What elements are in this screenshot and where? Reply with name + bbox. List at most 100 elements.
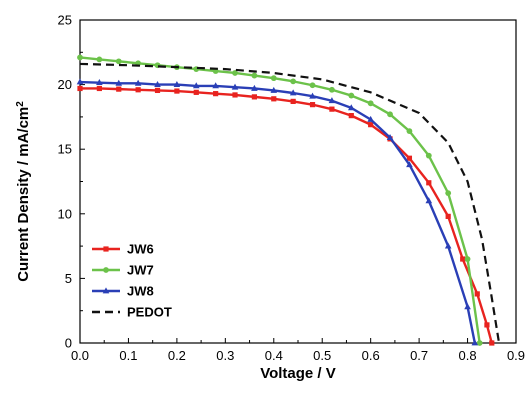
y-axis-title-superscript: 2 bbox=[15, 101, 26, 107]
data-point-jw8 bbox=[212, 82, 219, 89]
data-point-jw7 bbox=[309, 82, 316, 89]
legend-marker-jw8 bbox=[102, 287, 110, 294]
data-point-jw7 bbox=[348, 92, 355, 99]
data-point-jw7 bbox=[270, 75, 277, 82]
data-point-jw7 bbox=[251, 72, 258, 79]
legend-label-jw7: JW7 bbox=[127, 263, 154, 278]
series-line-jw7 bbox=[79, 56, 481, 344]
data-point-jw8 bbox=[192, 82, 200, 89]
y-axis-title-text: Current Density / mA/cm bbox=[15, 107, 32, 282]
x-tick-label: 0.0 bbox=[71, 348, 89, 363]
legend-item-jw6: JW6 bbox=[92, 242, 154, 257]
data-point-jw7 bbox=[96, 56, 103, 63]
data-point-jw8 bbox=[328, 97, 336, 104]
legend-label-pedot: PEDOT bbox=[127, 305, 172, 320]
legend: JW6 JW7 JW8 PEDOT bbox=[92, 242, 172, 320]
data-point-jw8 bbox=[115, 79, 123, 86]
series-line-pedot bbox=[79, 62, 501, 344]
data-point-jw7 bbox=[77, 54, 83, 61]
data-point-jw8 bbox=[96, 79, 103, 86]
data-point-jw7 bbox=[115, 58, 122, 65]
data-point-jw6 bbox=[290, 98, 296, 104]
data-point-jw8 bbox=[367, 115, 374, 122]
data-point-jw6 bbox=[135, 87, 141, 93]
legend-label-jw6: JW6 bbox=[127, 242, 154, 257]
data-point-jw6 bbox=[309, 102, 316, 108]
series-line-jw8 bbox=[79, 80, 476, 344]
x-axis-title: Voltage / V bbox=[260, 365, 336, 382]
series-layer bbox=[76, 54, 501, 346]
y-tick-label: 0 bbox=[65, 336, 72, 351]
data-point-jw6 bbox=[77, 85, 83, 92]
x-tick-label: 0.2 bbox=[168, 348, 186, 363]
data-point-jw7 bbox=[425, 152, 432, 159]
data-point-jw7 bbox=[445, 190, 452, 197]
x-tick-label: 0.4 bbox=[265, 348, 283, 363]
data-point-jw6 bbox=[426, 180, 432, 186]
y-tick-label: 10 bbox=[58, 206, 72, 221]
data-point-jw8 bbox=[309, 92, 316, 99]
data-point-jw6 bbox=[174, 88, 180, 94]
x-tick-label: 0.3 bbox=[216, 348, 234, 363]
data-point-jw8 bbox=[289, 89, 297, 96]
x-tick-label: 0.9 bbox=[507, 348, 525, 363]
data-point-jw6 bbox=[232, 92, 238, 98]
x-tick-label: 0.1 bbox=[119, 348, 137, 363]
y-tick-label: 15 bbox=[58, 142, 72, 157]
legend-item-jw7: JW7 bbox=[92, 263, 154, 278]
series-pedot bbox=[79, 62, 501, 344]
data-point-jw7 bbox=[464, 256, 471, 262]
data-point-jw6 bbox=[406, 155, 413, 161]
data-point-jw6 bbox=[348, 113, 354, 119]
data-point-jw7 bbox=[406, 128, 413, 135]
legend-marker-jw7 bbox=[103, 267, 109, 273]
data-point-jw8 bbox=[444, 242, 452, 249]
data-point-jw6 bbox=[193, 89, 199, 95]
data-point-jw7 bbox=[329, 86, 335, 93]
legend-marker-jw6 bbox=[103, 246, 109, 252]
data-point-jw6 bbox=[271, 96, 277, 102]
data-point-jw7 bbox=[367, 100, 374, 107]
y-tick-label: 5 bbox=[65, 271, 72, 286]
data-point-jw6 bbox=[116, 86, 122, 92]
data-point-jw8 bbox=[173, 81, 181, 87]
x-tick-label: 0.7 bbox=[410, 348, 428, 363]
data-point-jw8 bbox=[471, 339, 479, 346]
data-point-jw8 bbox=[231, 83, 239, 90]
data-point-jw6 bbox=[484, 322, 490, 328]
data-point-jw8 bbox=[386, 133, 394, 140]
data-point-jw8 bbox=[406, 161, 413, 168]
data-point-jw7 bbox=[290, 78, 297, 85]
y-tick-label: 25 bbox=[58, 13, 72, 28]
data-point-jw8 bbox=[270, 86, 278, 93]
series-jw8 bbox=[76, 78, 479, 346]
data-point-jw6 bbox=[445, 213, 451, 219]
data-point-jw6 bbox=[489, 340, 495, 346]
data-point-jw8 bbox=[154, 81, 161, 87]
data-point-jw8 bbox=[251, 84, 258, 91]
series-jw7 bbox=[77, 54, 483, 346]
legend-item-pedot: PEDOT bbox=[92, 305, 172, 320]
data-point-jw6 bbox=[329, 106, 335, 112]
x-tick-label: 0.5 bbox=[313, 348, 331, 363]
data-point-jw6 bbox=[368, 122, 374, 128]
data-point-jw8 bbox=[464, 303, 471, 310]
y-tick-label: 20 bbox=[58, 77, 72, 92]
data-point-jw6 bbox=[154, 87, 161, 94]
legend-label-jw8: JW8 bbox=[127, 284, 154, 299]
data-point-jw7 bbox=[232, 70, 238, 76]
data-point-jw6 bbox=[474, 291, 480, 297]
data-point-jw6 bbox=[213, 91, 219, 97]
data-point-jw8 bbox=[76, 78, 84, 85]
x-tick-label: 0.6 bbox=[362, 348, 380, 363]
y-axis-title: Current Density / mA/cm2 bbox=[15, 101, 33, 282]
data-point-jw8 bbox=[134, 79, 142, 86]
data-point-jw6 bbox=[96, 85, 102, 92]
series-jw6 bbox=[77, 85, 495, 346]
series-line-jw6 bbox=[80, 87, 493, 344]
data-point-jw6 bbox=[460, 256, 466, 262]
data-point-jw7 bbox=[476, 340, 483, 346]
legend-item-jw8: JW8 bbox=[92, 284, 154, 299]
axis-ticks: 0.0 0.1 0.2 0.3 0.4 0.5 0.6 0.7 0.8 0.9 0 5 10 15 20 25 bbox=[58, 13, 526, 364]
